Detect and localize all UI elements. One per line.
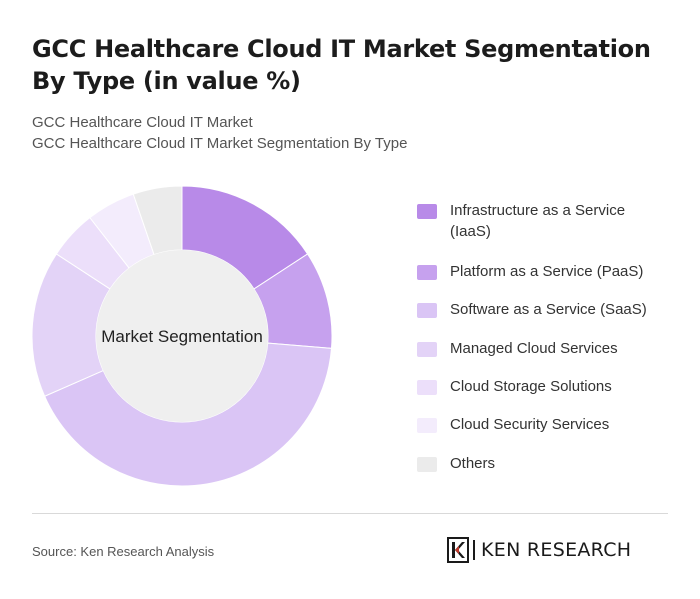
legend-item: Cloud Storage Solutions [417, 376, 660, 397]
donut-chart: Market Segmentation [31, 185, 333, 487]
legend-swatch [417, 418, 437, 433]
legend-label: Platform as a Service (PaaS) [450, 263, 644, 280]
legend-swatch [417, 265, 437, 280]
legend-item: Others [417, 453, 660, 474]
legend-swatch [417, 457, 437, 472]
chart-subtitle-market: GCC Healthcare Cloud IT Market [32, 114, 253, 131]
logo-wordmark: KEN RESEARCH [481, 539, 632, 561]
legend-label: Cloud Storage Solutions [450, 378, 612, 395]
donut-center [96, 250, 268, 422]
chart-subtitle-segmentation: GCC Healthcare Cloud IT Market Segmentat… [32, 135, 408, 152]
footer-divider [32, 513, 668, 514]
legend-label: Cloud Security Services [450, 416, 610, 433]
legend-item: Cloud Security Services [417, 414, 660, 435]
chart-title: GCC Healthcare Cloud IT Market Segmentat… [32, 35, 651, 95]
legend-label: Managed Cloud Services [450, 340, 618, 357]
legend-item: Infrastructure as a Service (IaaS) [417, 200, 660, 242]
legend-label: Infrastructure as a Service (IaaS) [450, 202, 626, 240]
legend-item: Platform as a Service (PaaS) [417, 261, 660, 282]
ken-research-logo-icon [447, 537, 469, 563]
legend-swatch [417, 342, 437, 357]
legend-swatch [417, 380, 437, 395]
logo-separator [473, 540, 475, 560]
source-note: Source: Ken Research Analysis [32, 544, 215, 559]
legend-swatch [417, 303, 437, 318]
legend-label: Others [450, 455, 496, 472]
legend-label: Software as a Service (SaaS) [450, 301, 647, 318]
donut-center-label: Market Segmentation [101, 327, 263, 346]
legend-item: Software as a Service (SaaS) [417, 299, 660, 320]
legend-item: Managed Cloud Services [417, 338, 660, 359]
ken-research-logo: KEN RESEARCH [447, 537, 631, 563]
legend-swatch [417, 204, 437, 219]
